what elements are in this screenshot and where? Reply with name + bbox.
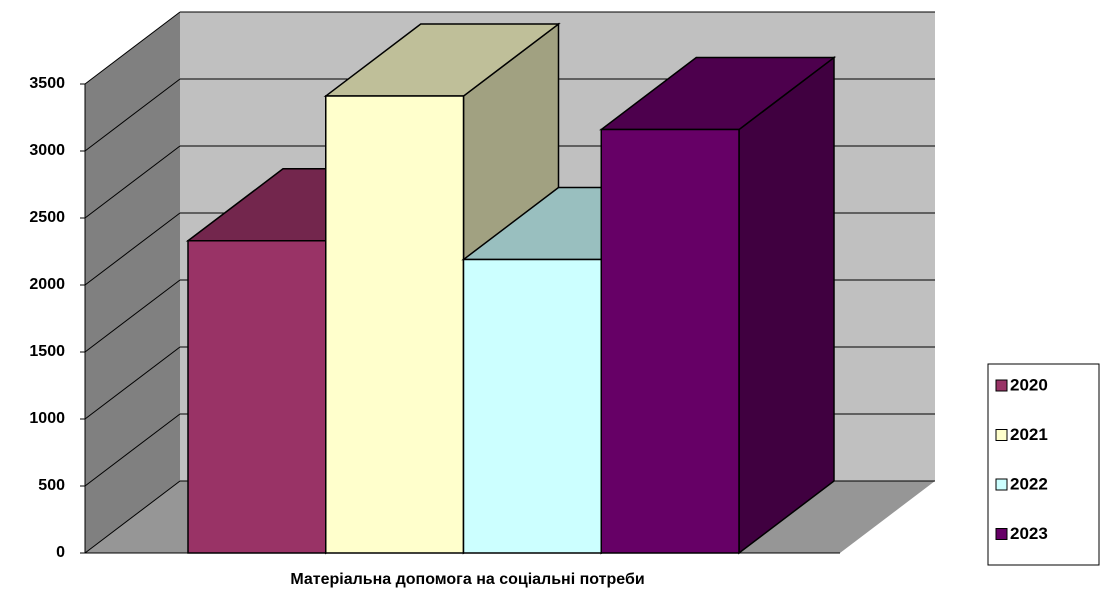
grid-line — [84, 279, 181, 353]
legend-swatch — [995, 379, 1008, 392]
y-tick-label: 500 — [38, 477, 65, 494]
bar-front — [325, 95, 465, 554]
grid-line — [84, 78, 181, 152]
y-tick-label: 0 — [56, 544, 65, 561]
y-tick-label: 1500 — [29, 343, 65, 360]
y-tick-label: 2000 — [29, 276, 65, 293]
side-wall — [85, 12, 180, 553]
y-tick-label: 3000 — [29, 142, 65, 159]
bar-side — [738, 56, 835, 555]
y-tick-label: 2500 — [29, 209, 65, 226]
legend-swatch — [995, 478, 1008, 491]
bar — [599, 56, 837, 555]
grid-line — [84, 480, 181, 554]
legend-swatch — [995, 528, 1008, 540]
legend-swatch — [995, 429, 1008, 441]
grid-line — [84, 413, 181, 487]
bar-front — [462, 258, 602, 554]
grid-line — [84, 11, 181, 85]
legend-label: 2020 — [1010, 375, 1048, 394]
y-tick-label: 3500 — [29, 75, 65, 92]
bar-front — [600, 128, 740, 554]
legend-label: 2022 — [1010, 474, 1048, 493]
legend-label: 2021 — [1010, 425, 1048, 444]
x-tick-label: Матеріальна допомога на соціальні потреб… — [290, 571, 644, 588]
grid-line — [84, 346, 181, 420]
legend-label: 2023 — [1010, 524, 1048, 543]
bar-front — [187, 240, 327, 554]
grid-line — [84, 212, 181, 286]
grid-line — [84, 145, 181, 219]
y-tick-label: 1000 — [29, 410, 65, 427]
